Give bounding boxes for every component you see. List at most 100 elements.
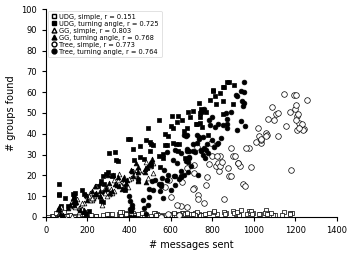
Point (281, 92, 287, 96)
Point (77, 206, 83, 210)
Point (184, 166, 190, 170)
X-axis label: # messages sent: # messages sent (149, 240, 234, 250)
Point (62, 214, 68, 218)
Point (241, 101, 247, 105)
Point (281, 209, 287, 214)
Point (239, 99, 244, 103)
Point (72, 214, 78, 218)
Point (85, 198, 90, 202)
Point (122, 175, 127, 179)
Point (207, 98, 213, 102)
Point (192, 150, 198, 154)
Point (293, 93, 299, 97)
Point (56, 213, 62, 217)
Point (242, 124, 247, 128)
Point (200, 109, 205, 113)
Point (121, 179, 126, 184)
Point (172, 214, 177, 218)
Point (250, 211, 256, 215)
Point (235, 161, 240, 165)
Point (238, 208, 244, 212)
Point (194, 122, 199, 126)
Point (56, 214, 62, 218)
Point (256, 211, 262, 216)
Point (296, 125, 301, 130)
Point (122, 185, 128, 189)
Point (182, 133, 187, 137)
Point (53, 211, 59, 215)
Point (202, 213, 207, 217)
Point (86, 194, 92, 198)
Point (116, 212, 122, 216)
Point (181, 129, 187, 133)
Point (215, 161, 221, 165)
Point (92, 192, 97, 196)
Point (127, 194, 132, 198)
Point (299, 122, 305, 126)
Point (230, 102, 235, 106)
Point (66, 213, 72, 217)
Point (249, 212, 255, 216)
Point (142, 170, 148, 174)
Point (145, 126, 151, 130)
Point (227, 174, 232, 178)
Point (122, 188, 127, 192)
Point (127, 198, 132, 202)
Point (215, 122, 221, 126)
Point (56, 192, 62, 196)
Point (253, 140, 259, 144)
Point (86, 209, 92, 214)
Point (102, 186, 107, 190)
Point (296, 121, 301, 125)
Point (119, 187, 125, 191)
Point (101, 174, 106, 178)
Point (124, 211, 129, 215)
Point (100, 213, 106, 217)
Point (270, 105, 275, 109)
Point (157, 189, 162, 193)
Point (236, 213, 241, 217)
Point (122, 214, 128, 218)
Point (58, 205, 64, 209)
Point (81, 209, 86, 214)
Point (158, 184, 164, 188)
Point (283, 124, 289, 129)
Point (263, 134, 269, 138)
Point (131, 158, 136, 162)
Point (101, 190, 107, 194)
Point (216, 169, 222, 173)
Point (256, 134, 262, 138)
Point (164, 178, 169, 182)
Point (131, 174, 136, 178)
Point (50, 214, 56, 218)
Point (207, 118, 212, 122)
Point (45, 215, 51, 219)
Point (137, 213, 143, 217)
Point (186, 155, 192, 159)
Point (100, 203, 105, 207)
Point (104, 194, 110, 198)
Point (103, 187, 109, 191)
Point (82, 201, 87, 205)
Point (125, 212, 131, 216)
Point (214, 142, 220, 146)
Point (181, 173, 187, 177)
Point (149, 157, 155, 161)
Point (161, 168, 167, 172)
Point (162, 143, 167, 147)
Point (206, 211, 211, 215)
Point (97, 194, 103, 198)
Point (179, 118, 185, 122)
Point (77, 210, 82, 214)
Point (175, 113, 181, 118)
Point (104, 186, 109, 190)
Point (143, 138, 149, 142)
Point (79, 201, 85, 205)
Point (77, 208, 83, 212)
Point (211, 145, 216, 149)
Point (72, 191, 77, 195)
Point (244, 212, 250, 216)
Point (142, 206, 147, 210)
Point (74, 197, 80, 201)
Point (97, 181, 103, 185)
